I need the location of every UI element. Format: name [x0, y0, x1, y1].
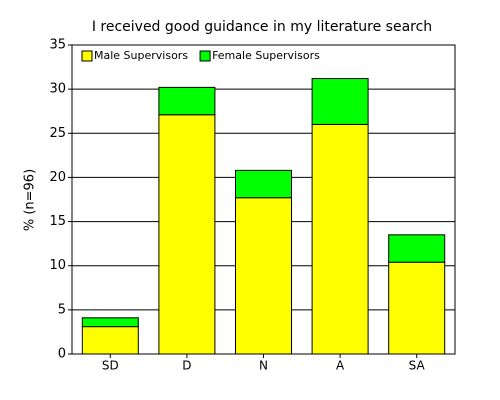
- legend-swatch: [81, 50, 93, 62]
- bar: [311, 123, 369, 355]
- y-tick-label: 30: [49, 82, 66, 97]
- x-tick-label: A: [336, 359, 345, 373]
- bar: [158, 114, 216, 355]
- plot-frame: [71, 44, 456, 355]
- y-axis-label: % (n=96): [23, 169, 38, 231]
- y-tick-label: 35: [49, 38, 66, 53]
- bar: [388, 261, 446, 355]
- y-tick-label: 0: [58, 347, 66, 362]
- y-tick-label: 10: [49, 258, 66, 273]
- legend-label: Female Supervisors: [212, 49, 320, 62]
- bar: [311, 78, 369, 125]
- x-tick-label: N: [259, 359, 268, 373]
- bar: [81, 326, 139, 355]
- x-tick-label: D: [182, 359, 191, 373]
- legend-swatch: [199, 50, 211, 62]
- chart-title: I received good guidance in my literatur…: [92, 19, 432, 35]
- y-tick-label: 20: [49, 170, 66, 185]
- bar: [388, 234, 446, 263]
- bar: [158, 86, 216, 116]
- y-tick-label: 5: [58, 302, 66, 317]
- y-tick-label: 25: [49, 126, 66, 141]
- bar: [235, 197, 292, 355]
- legend-label: Male Supervisors: [94, 49, 188, 62]
- bar: [81, 317, 139, 328]
- bar: [235, 169, 292, 199]
- x-tick-label: SA: [409, 359, 426, 373]
- x-tick-label: SD: [102, 359, 119, 373]
- y-tick-label: 15: [49, 214, 66, 229]
